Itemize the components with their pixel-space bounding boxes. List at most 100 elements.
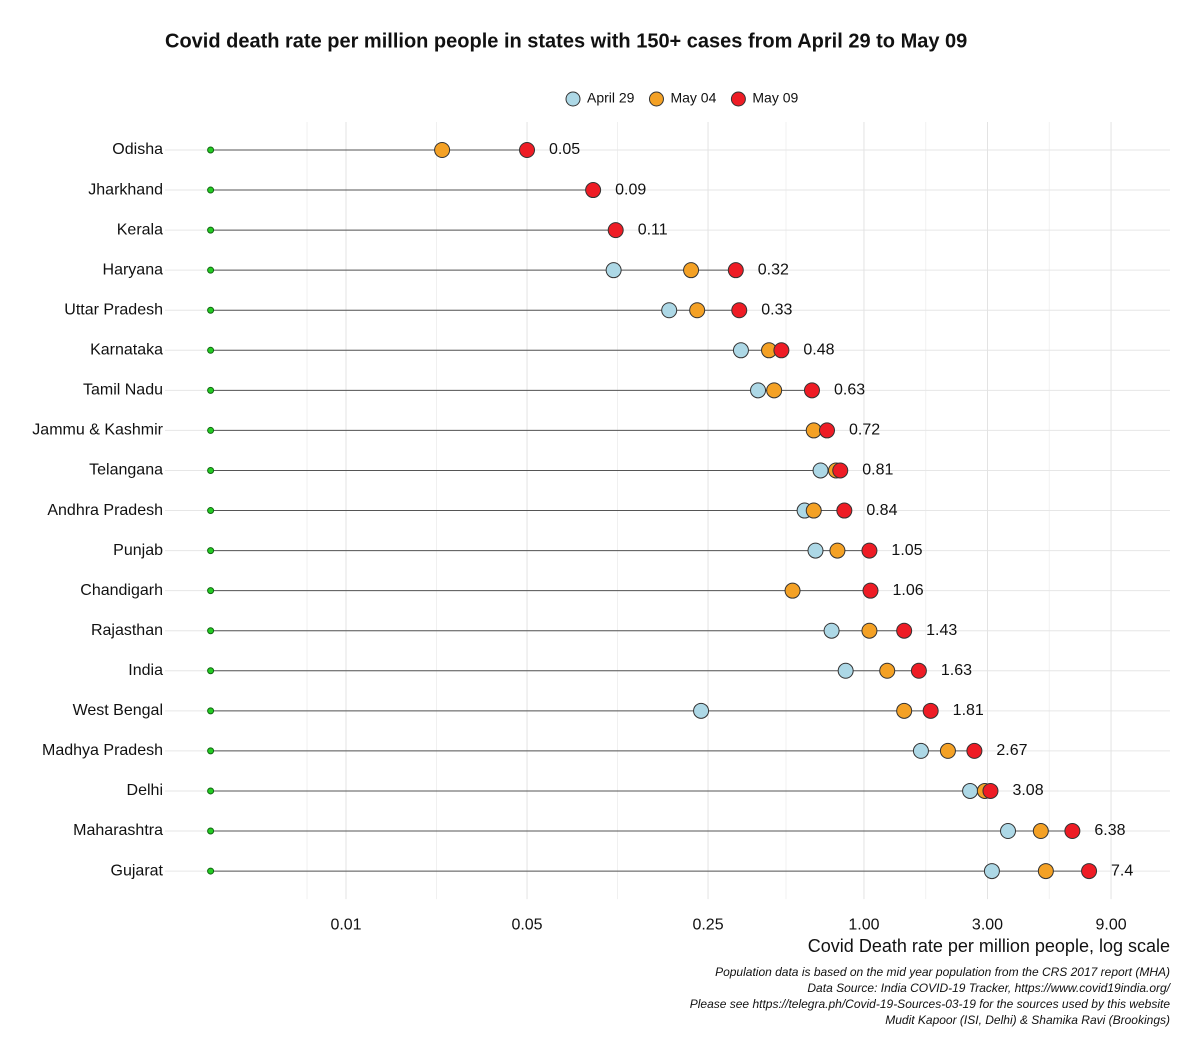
start-dot (207, 507, 215, 515)
dot (896, 622, 913, 639)
footnote: Please see https://telegra.ph/Covid-19-S… (690, 997, 1171, 1011)
value-label: 1.81 (953, 702, 984, 719)
dot (693, 702, 710, 719)
dot (922, 702, 939, 719)
y-tick-label: Haryana (103, 261, 164, 278)
y-tick-label: Punjab (113, 542, 163, 559)
value-label: 0.32 (758, 261, 789, 278)
dot (879, 662, 896, 679)
dot (434, 142, 451, 158)
y-tick-label: Gujarat (111, 862, 164, 879)
dot (823, 622, 840, 639)
dot (731, 302, 748, 319)
start-dot (207, 346, 215, 354)
value-label: 0.09 (615, 181, 646, 198)
start-dot (207, 426, 215, 434)
x-axis-title: Covid Death rate per million people, log… (808, 936, 1170, 956)
y-tick-label: Andhra Pradesh (47, 502, 163, 519)
x-tick-label: 0.05 (511, 916, 542, 933)
dot (1032, 823, 1049, 840)
start-dot (207, 667, 215, 675)
value-label: 0.81 (862, 462, 893, 479)
dot (773, 342, 790, 359)
dot (766, 382, 783, 399)
y-tick-label: India (128, 662, 163, 679)
dot (836, 502, 853, 519)
footnote: Population data is based on the mid year… (715, 965, 1170, 979)
dot (837, 662, 854, 679)
value-label: 0.84 (866, 502, 897, 519)
dot (683, 262, 700, 279)
value-label: 0.33 (761, 301, 792, 318)
y-tick-label: Madhya Pradesh (42, 742, 163, 759)
y-tick-label: Tamil Nadu (83, 382, 163, 399)
value-label: 0.63 (834, 382, 865, 399)
value-label: 1.06 (892, 582, 923, 599)
dot (1081, 863, 1098, 880)
dot (689, 302, 706, 319)
chart-title: Covid death rate per million people in s… (165, 30, 967, 52)
dot (807, 542, 824, 559)
start-dot (207, 306, 215, 314)
y-tick-label: Jharkhand (88, 181, 163, 198)
dot (784, 582, 801, 599)
value-label: 7.4 (1111, 862, 1133, 879)
dot (983, 863, 1000, 880)
legend-swatch (565, 91, 581, 107)
footnote: Mudit Kapoor (ISI, Delhi) & Shamika Ravi… (885, 1013, 1170, 1027)
dot (861, 542, 878, 559)
start-dot (207, 226, 215, 234)
start-dot (207, 547, 215, 555)
y-tick-label: Kerala (117, 221, 163, 238)
dot (750, 382, 767, 399)
y-tick-label: Rajasthan (91, 622, 163, 639)
dot (661, 302, 678, 319)
start-dot (207, 787, 215, 795)
dot (519, 142, 536, 158)
x-tick-label: 0.25 (692, 916, 723, 933)
x-tick-label: 3.00 (972, 916, 1003, 933)
dot (805, 502, 822, 519)
legend-swatch (730, 91, 746, 107)
y-tick-label: Odisha (112, 141, 163, 158)
value-label: 3.08 (1012, 782, 1043, 799)
legend-label: April 29 (587, 90, 635, 106)
dot (966, 742, 983, 759)
y-tick-label: Chandigarh (80, 582, 163, 599)
dot (1064, 823, 1081, 840)
y-tick-label: West Bengal (73, 702, 163, 719)
value-label: 6.38 (1094, 822, 1125, 839)
legend-label: May 04 (670, 90, 716, 106)
y-tick-label: Jammu & Kashmir (32, 422, 163, 439)
start-dot (207, 386, 215, 394)
x-tick-label: 9.00 (1095, 916, 1126, 933)
start-dot (207, 627, 215, 635)
dot (1037, 863, 1054, 880)
start-dot (207, 747, 215, 755)
value-label: 1.05 (891, 542, 922, 559)
dot (982, 782, 999, 799)
dot (912, 742, 929, 759)
value-label: 0.72 (849, 422, 880, 439)
dot (607, 222, 624, 239)
start-dot (207, 466, 215, 474)
dot (803, 382, 820, 399)
legend-label: May 09 (752, 90, 798, 106)
dot (585, 182, 602, 199)
value-label: 1.43 (926, 622, 957, 639)
y-tick-label: Karnataka (90, 342, 163, 359)
y-tick-label: Maharashtra (73, 822, 163, 839)
dot (910, 662, 927, 679)
start-dot (207, 707, 215, 715)
x-tick-label: 1.00 (848, 916, 879, 933)
dot (829, 542, 846, 559)
start-dot (207, 266, 215, 274)
dot (727, 262, 744, 279)
start-dot (207, 867, 215, 875)
value-label: 0.05 (549, 141, 580, 158)
dot (812, 462, 829, 479)
legend-swatch (648, 91, 664, 107)
value-label: 0.48 (803, 342, 834, 359)
